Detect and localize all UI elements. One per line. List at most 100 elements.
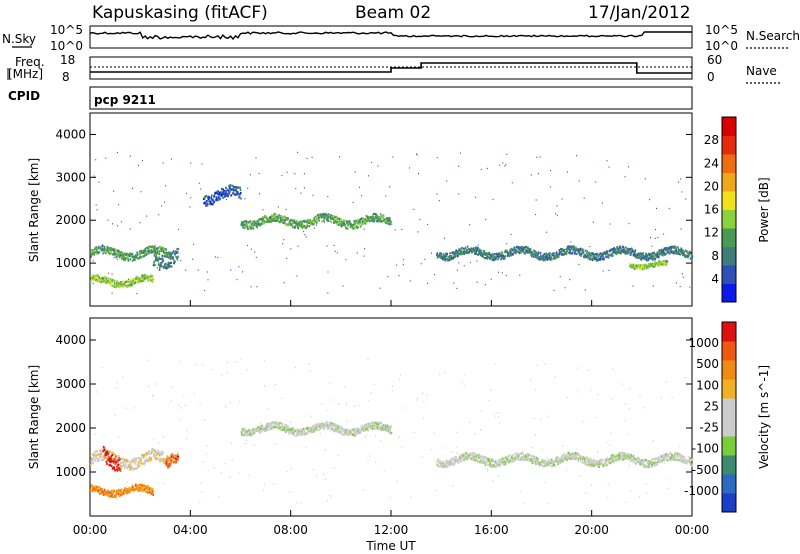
scatter-point [541,448,543,450]
echo-point [372,212,375,215]
echo-point [459,456,461,459]
echo-point [347,433,349,436]
echo-point [284,222,287,225]
echo-point [122,458,124,461]
scatter-point [240,358,242,360]
echo-point [377,421,379,424]
echo-point [297,227,300,230]
scatter-point [192,258,194,260]
scatter-point [650,237,651,239]
echo-point [373,425,376,429]
echo-point [596,254,599,257]
echo-point [491,460,494,463]
echo-point [118,254,120,257]
scatter-point [220,472,222,474]
power-colorbar-label: Power [dB] [757,177,771,242]
echo-point [255,220,257,223]
scatter-point [289,221,291,223]
nsearch-label: N.Search [746,29,800,43]
echo-point [118,494,121,498]
echo-point [663,457,666,460]
echo-point [568,247,571,250]
echo-point [285,427,288,430]
echo-point [120,488,123,491]
scatter-point [663,462,665,464]
scatter-point [213,467,215,469]
echo-point [335,429,337,432]
echo-point [140,252,142,255]
scatter-point [198,182,200,184]
echo-point [510,252,513,255]
echo-point [547,253,549,256]
scatter-point [427,223,429,226]
echo-point [453,458,455,461]
echo-point [152,489,154,492]
echo-point [230,194,233,197]
echo-point [503,457,505,460]
echo-point [257,221,260,224]
echo-point [266,428,269,432]
noise-panel: N.Sky N.Search 10^5 10^0 10^5 10^0 [2,23,800,53]
scatter-point [173,454,175,456]
echo-point [582,249,584,252]
noise-tick-right-bottom: 10^0 [705,39,738,53]
echo-point [106,450,108,453]
scatter-point [579,475,581,477]
scatter-point [654,237,656,239]
echo-point [598,462,600,465]
echo-point [640,258,643,261]
echo-point [535,253,538,256]
echo-point [536,462,539,465]
echo-point [295,434,297,437]
echo-point [353,223,355,226]
echo-point [539,258,541,261]
echo-point [483,251,485,254]
scatter-point [328,494,330,496]
echo-point [613,247,615,250]
scatter-point [585,492,587,494]
echo-point [215,196,218,199]
echo-point [574,453,577,456]
scatter-point [328,382,330,384]
echo-point [292,226,294,229]
echo-point [107,489,109,492]
echo-point [293,220,295,223]
echo-point [622,251,624,254]
echo-point [480,457,483,461]
echo-point [248,429,250,432]
echo-point [467,455,470,458]
echo-point [593,255,596,258]
echo-point [98,279,100,282]
echo-point [171,251,174,254]
echo-point [487,463,489,466]
echo-point [575,252,578,256]
scatter-point [434,490,436,492]
echo-point [323,216,326,219]
echo-point [373,423,375,426]
echo-point [117,463,120,466]
echo-point [533,249,535,252]
echo-point [292,429,294,432]
echo-point [581,250,584,254]
echo-point [660,248,663,251]
echo-point [266,425,268,428]
echo-point [171,459,173,462]
echo-point [242,226,244,229]
echo-point [476,453,479,456]
scatter-point [254,251,256,253]
echo-point [498,461,500,464]
echo-point [559,248,562,251]
echo-point [106,462,108,465]
echo-point [565,253,568,256]
scatter-point [289,491,291,493]
scatter-point [190,162,192,164]
scatter-point [180,360,182,363]
echo-point [561,455,564,458]
echo-point [365,426,367,429]
scatter-point [310,415,312,417]
scatter-point [459,152,461,154]
scatter-point [610,432,612,434]
echo-point [379,220,381,223]
echo-point [354,222,356,225]
